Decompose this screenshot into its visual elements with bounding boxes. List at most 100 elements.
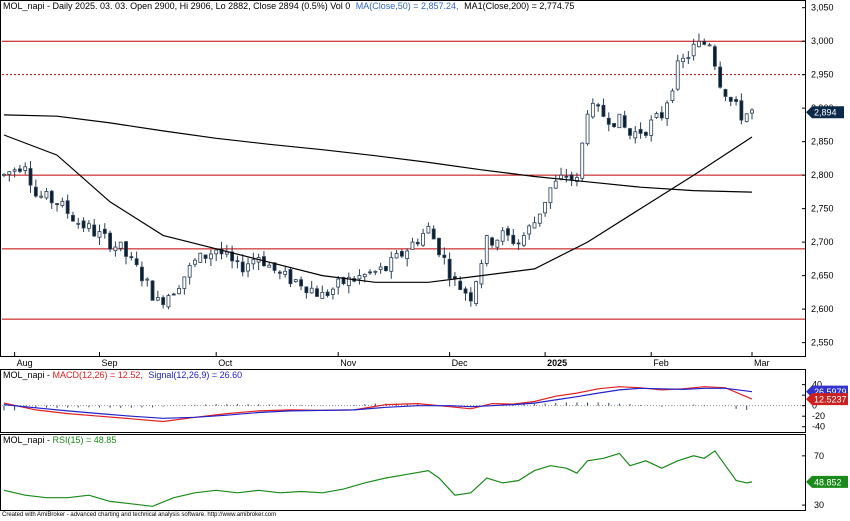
candle xyxy=(500,227,505,246)
candle xyxy=(7,171,12,182)
candle-body xyxy=(33,186,38,197)
candle xyxy=(299,276,303,291)
candle xyxy=(723,88,728,102)
candle xyxy=(246,257,250,278)
candle-body xyxy=(346,276,351,286)
candle xyxy=(309,280,314,294)
candle-body xyxy=(118,241,123,249)
candle-body xyxy=(331,288,335,295)
candle xyxy=(734,96,738,106)
candle-body xyxy=(124,241,128,257)
candle-body xyxy=(553,180,558,189)
candle xyxy=(675,54,680,91)
candle-body xyxy=(405,250,410,259)
candle xyxy=(166,293,171,310)
candle xyxy=(373,270,378,276)
candle-body xyxy=(633,131,638,139)
candle-body xyxy=(585,113,590,145)
candle-body xyxy=(341,277,346,285)
candle-body xyxy=(7,171,12,175)
rsi-header-label: RSI(15) = 48.85 xyxy=(53,435,117,445)
candle-body xyxy=(320,291,325,299)
candle-body xyxy=(187,265,192,278)
rsi-line xyxy=(3,450,753,507)
x-tick-label: Nov xyxy=(340,358,357,368)
candle-body xyxy=(617,113,622,129)
x-tick-label: 2025 xyxy=(547,358,567,368)
candle xyxy=(102,223,107,239)
candle-body xyxy=(612,123,616,127)
candle-body xyxy=(559,174,563,180)
candle-body xyxy=(246,263,250,272)
candle-body xyxy=(468,292,473,302)
candle-body xyxy=(601,104,606,117)
candle xyxy=(336,275,341,295)
candle xyxy=(155,290,160,302)
candle-body xyxy=(214,249,219,255)
candle-body xyxy=(155,297,160,301)
candle-body xyxy=(166,295,171,308)
candle xyxy=(707,42,712,47)
candle xyxy=(283,266,288,278)
candle-body xyxy=(638,128,643,134)
candle xyxy=(384,265,388,272)
candle-body xyxy=(134,258,139,266)
candle xyxy=(161,295,166,309)
candle xyxy=(23,162,28,175)
candle xyxy=(744,113,749,123)
candle-body xyxy=(575,177,579,182)
candle xyxy=(357,269,362,285)
candle xyxy=(346,272,351,294)
last-price-tag xyxy=(806,106,844,119)
candle-body xyxy=(490,237,494,246)
candle xyxy=(484,234,489,267)
candle xyxy=(113,241,118,257)
candle xyxy=(124,240,128,265)
candle-body xyxy=(479,263,484,285)
candle-body xyxy=(697,41,701,48)
candle-body xyxy=(81,220,86,229)
price-tick-label: 2,750 xyxy=(811,204,834,214)
candle-body xyxy=(251,259,256,265)
macd-pane xyxy=(0,369,806,433)
candle xyxy=(712,44,717,71)
candle-body xyxy=(628,128,632,136)
candle-body xyxy=(458,280,463,290)
candle xyxy=(320,285,325,299)
candle xyxy=(622,110,627,129)
candle-body xyxy=(527,225,532,235)
candle xyxy=(516,239,521,251)
candle-body xyxy=(182,276,187,289)
candle-body xyxy=(28,168,33,186)
candle xyxy=(638,122,643,139)
candle-body xyxy=(140,266,144,282)
candle xyxy=(171,292,176,296)
candle-body xyxy=(267,264,272,268)
candle-body xyxy=(384,266,388,272)
price-tick-label: 2,700 xyxy=(811,237,834,247)
candle-body xyxy=(463,288,468,294)
ma200-line xyxy=(3,114,753,193)
candle-body xyxy=(108,232,112,250)
candle xyxy=(431,225,436,240)
macd-header: MOL_napi - MACD(12,26) = 12.52, Signal(1… xyxy=(3,370,242,380)
candle xyxy=(697,33,701,48)
candle xyxy=(580,142,585,182)
candle xyxy=(447,252,452,287)
candle-body xyxy=(532,222,537,229)
candle-body xyxy=(484,235,489,264)
ma200-header: MA1(Close,200) = 2,774.75 xyxy=(464,1,574,11)
candle-body xyxy=(744,113,749,122)
candle xyxy=(665,100,670,126)
candle xyxy=(251,252,256,270)
candle-body xyxy=(357,275,362,280)
candle-body xyxy=(675,60,680,90)
candle xyxy=(649,115,654,142)
candle-body xyxy=(129,256,134,259)
candle-body xyxy=(681,57,685,63)
candle xyxy=(399,249,404,259)
candle xyxy=(474,280,479,307)
candle-body xyxy=(590,102,595,118)
candle-body xyxy=(511,234,516,244)
candle xyxy=(633,126,638,144)
